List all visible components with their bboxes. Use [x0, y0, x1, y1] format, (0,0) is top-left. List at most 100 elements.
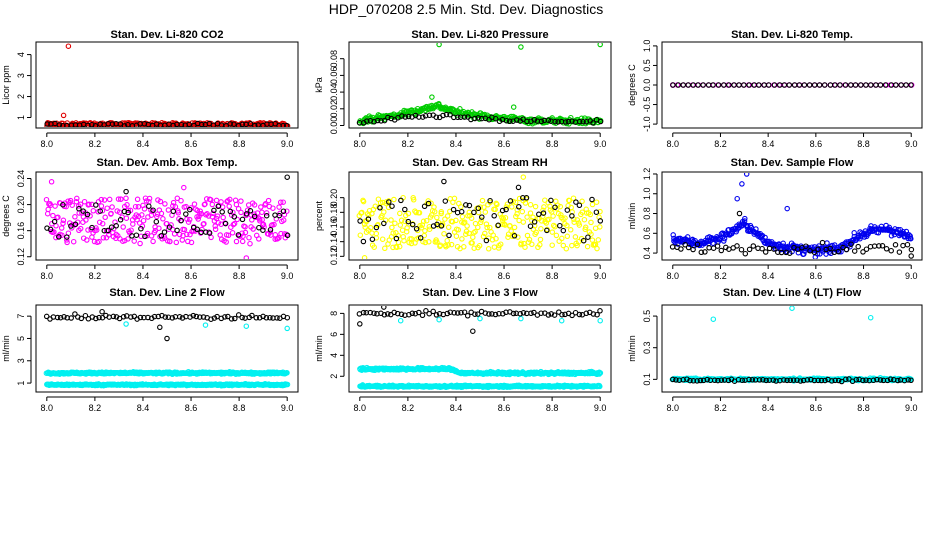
outlier-point — [710, 316, 717, 322]
data-point — [409, 310, 416, 317]
data-point — [402, 218, 408, 225]
data-point — [176, 314, 183, 320]
x-tick-label: 8.0 — [41, 271, 54, 281]
data-point — [373, 224, 380, 231]
data-point — [543, 220, 550, 226]
data-point — [461, 219, 468, 225]
data-point — [445, 242, 451, 248]
data-point — [109, 204, 115, 210]
data-point — [670, 376, 676, 383]
data-point — [369, 236, 376, 243]
data-point — [550, 222, 557, 229]
data-point — [499, 207, 506, 214]
data-point — [191, 201, 198, 207]
outlier-point — [518, 44, 524, 50]
x-axis: 8.0 8.2 8.4 8.6 8.8 9.0 — [667, 264, 917, 281]
data-point — [528, 310, 534, 317]
data-point — [725, 377, 732, 384]
data-point — [781, 377, 787, 383]
data-point — [222, 220, 229, 227]
data-point — [771, 82, 778, 88]
outlier-point — [397, 317, 404, 324]
data-point — [210, 210, 216, 217]
y-axis: 0.12 0.16 0.20 0.24 — [16, 170, 32, 266]
data-point — [576, 311, 583, 318]
data-point — [123, 195, 129, 202]
data-point — [680, 82, 686, 88]
x-axis: 8.0 8.2 8.4 8.6 8.8 9.0 — [354, 264, 606, 281]
data-point — [96, 238, 102, 245]
data-point — [863, 377, 869, 383]
data-point — [587, 211, 594, 218]
data-point — [99, 220, 106, 227]
outlier-point — [739, 181, 745, 187]
data-point — [533, 229, 539, 236]
data-point — [524, 214, 530, 220]
data-point — [60, 201, 66, 208]
data-point — [263, 210, 270, 216]
data-point — [829, 378, 835, 384]
data-point — [904, 241, 911, 248]
data-point — [267, 314, 273, 321]
data-point — [715, 377, 721, 384]
y-tick-label: 0.8 — [642, 207, 652, 220]
data-point — [256, 216, 263, 222]
data-point — [89, 224, 95, 231]
data-point — [55, 214, 61, 220]
data-point — [879, 243, 886, 249]
data-point — [242, 229, 249, 236]
data-point — [194, 226, 200, 233]
data-point — [270, 205, 276, 211]
data-point — [780, 240, 786, 247]
data-point — [238, 209, 244, 216]
data-point — [597, 224, 603, 230]
data-point — [67, 197, 74, 204]
data-point — [553, 232, 560, 239]
data-point — [694, 378, 700, 384]
data-point — [584, 243, 591, 250]
plot-frame — [661, 304, 923, 393]
data-point — [448, 241, 455, 248]
data-point — [821, 82, 828, 88]
data-point — [276, 204, 282, 210]
data-point — [375, 221, 381, 228]
data-point — [741, 82, 747, 88]
data-point — [405, 113, 412, 120]
x-tick-label: 9.0 — [594, 403, 607, 413]
data-point — [223, 239, 229, 245]
data-point — [597, 308, 603, 314]
plot-frame — [661, 171, 923, 261]
data-point — [538, 226, 544, 232]
data-point — [60, 220, 66, 227]
data-point — [570, 195, 577, 201]
data-point — [367, 225, 374, 231]
data-point — [560, 242, 567, 249]
data-point — [597, 370, 604, 376]
data-point — [673, 377, 679, 383]
data-point — [109, 121, 116, 127]
outlier-point — [99, 308, 105, 315]
data-point — [531, 219, 538, 225]
data-point — [715, 82, 722, 88]
y-tick-label: 0.5 — [642, 310, 652, 323]
data-point — [507, 222, 513, 229]
data-point — [548, 197, 554, 204]
data-point — [92, 123, 99, 127]
data-point — [551, 312, 558, 318]
data-point — [410, 197, 417, 203]
data-point — [148, 233, 155, 239]
data-point — [444, 310, 451, 317]
data-point — [220, 214, 226, 221]
data-point — [104, 205, 110, 211]
plot-frame — [348, 304, 612, 393]
y-tick-label: 0.14 — [329, 233, 339, 251]
data-point — [188, 239, 195, 246]
data-point — [134, 196, 141, 203]
data-point — [695, 82, 701, 88]
data-point — [401, 237, 407, 244]
data-point — [209, 213, 216, 220]
x-tick-label: 8.0 — [41, 139, 54, 149]
data-point — [101, 197, 108, 203]
data-point — [858, 82, 864, 88]
data-point — [557, 203, 564, 210]
